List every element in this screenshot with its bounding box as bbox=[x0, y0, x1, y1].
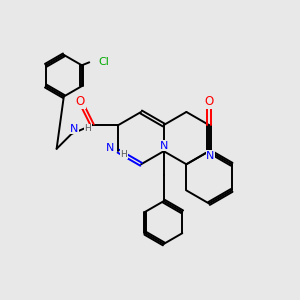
Text: N: N bbox=[106, 142, 114, 153]
Text: N: N bbox=[160, 141, 168, 151]
Text: Cl: Cl bbox=[99, 57, 110, 67]
Text: O: O bbox=[76, 95, 85, 108]
Text: H: H bbox=[84, 124, 91, 133]
Text: N: N bbox=[206, 151, 215, 160]
Text: O: O bbox=[204, 95, 214, 108]
Text: N: N bbox=[70, 124, 79, 134]
Text: H: H bbox=[120, 150, 127, 159]
